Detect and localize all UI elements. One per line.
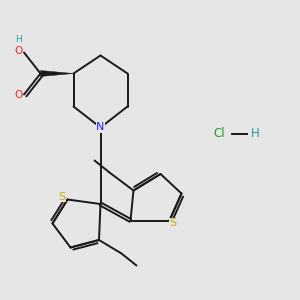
Text: S: S [58,191,66,202]
Text: O: O [14,46,23,56]
Text: H: H [15,35,22,44]
Text: H: H [250,127,260,140]
Text: O: O [14,89,23,100]
Text: Cl: Cl [213,127,225,140]
Text: N: N [96,122,105,133]
Polygon shape [40,70,74,76]
Text: S: S [169,218,177,229]
